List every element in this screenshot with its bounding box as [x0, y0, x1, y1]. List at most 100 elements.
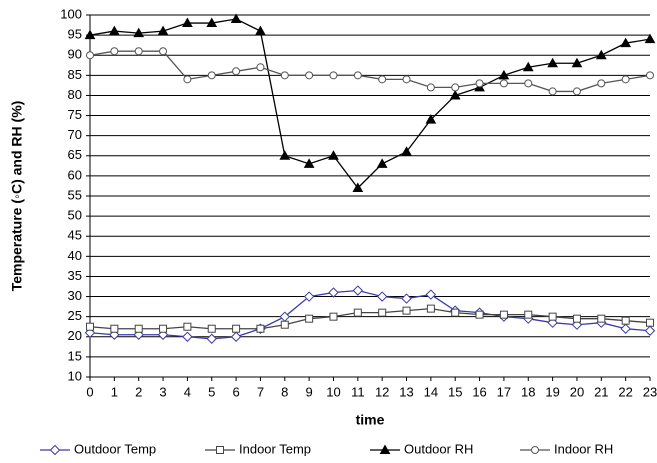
marker: [256, 63, 265, 72]
series-line: [89, 18, 651, 189]
y-tick-label: 45: [68, 228, 82, 243]
marker: [232, 324, 241, 333]
marker: [426, 304, 435, 313]
marker: [230, 331, 242, 342]
y-tick-label: 90: [68, 47, 82, 62]
marker: [621, 75, 630, 84]
marker: [86, 51, 94, 60]
x-tick-label: 16: [472, 384, 486, 399]
legend-label: Indoor RH: [554, 441, 613, 456]
marker: [183, 322, 192, 331]
marker: [216, 446, 224, 454]
x-axis-title: time: [356, 412, 385, 428]
x-tick-label: 20: [570, 384, 584, 399]
marker: [451, 83, 460, 92]
marker: [646, 71, 654, 80]
marker: [353, 71, 362, 80]
x-tick-label: 9: [306, 384, 313, 399]
marker: [620, 323, 631, 334]
x-tick-label: 18: [521, 384, 535, 399]
marker: [499, 310, 508, 319]
marker: [498, 69, 510, 80]
marker: [376, 291, 388, 302]
y-tick-label: 20: [68, 328, 82, 343]
marker: [548, 312, 557, 321]
marker: [280, 71, 289, 80]
series-line: [89, 50, 651, 93]
y-tick-label: 25: [68, 308, 82, 323]
marker: [329, 71, 338, 80]
x-tick-label: 5: [208, 384, 215, 399]
x-tick-label: 11: [351, 384, 365, 399]
marker: [157, 25, 169, 36]
x-tick-label: 7: [257, 384, 264, 399]
x-tick-label: 8: [281, 384, 288, 399]
marker: [646, 318, 654, 327]
marker: [597, 314, 606, 323]
marker: [133, 27, 145, 38]
marker: [328, 150, 339, 160]
marker: [572, 314, 581, 323]
series-line: [89, 307, 651, 330]
marker: [108, 25, 120, 36]
marker: [548, 87, 557, 96]
marker: [401, 146, 412, 156]
marker: [328, 287, 339, 298]
marker: [207, 324, 216, 333]
y-tick-label: 70: [68, 127, 82, 142]
marker: [303, 291, 315, 302]
marker: [232, 67, 241, 76]
x-tick-label: 4: [184, 384, 191, 399]
x-tick-label: 22: [618, 384, 632, 399]
marker: [572, 87, 581, 96]
marker: [329, 312, 338, 321]
y-tick-label: 50: [68, 208, 82, 223]
marker: [159, 47, 168, 56]
x-tick-label: 13: [399, 384, 413, 399]
x-tick-label: 3: [159, 384, 166, 399]
y-tick-label: 10: [68, 368, 82, 383]
y-tick-label: 35: [68, 268, 82, 283]
marker: [182, 331, 193, 342]
marker: [182, 17, 193, 28]
x-tick-label: 15: [448, 384, 462, 399]
marker: [376, 158, 388, 168]
marker: [159, 324, 168, 333]
x-tick-label: 12: [375, 384, 389, 399]
y-tick-label: 65: [68, 147, 82, 162]
y-tick-label: 100: [60, 6, 82, 21]
marker: [183, 75, 192, 84]
marker: [595, 49, 607, 60]
marker: [425, 114, 437, 124]
marker: [207, 71, 216, 80]
marker: [379, 444, 391, 454]
y-tick-label: 40: [68, 248, 82, 263]
x-tick-label: 21: [594, 384, 608, 399]
y-tick-label: 75: [68, 107, 82, 122]
marker: [134, 47, 143, 56]
x-tick-label: 6: [232, 384, 239, 399]
marker: [230, 13, 242, 24]
marker: [475, 310, 484, 319]
y-tick-label: 95: [68, 27, 82, 42]
marker: [524, 310, 533, 319]
x-tick-label: 2: [135, 384, 142, 399]
marker: [110, 47, 119, 56]
marker: [305, 71, 314, 80]
marker: [279, 150, 291, 160]
marker: [256, 324, 265, 333]
marker: [620, 37, 632, 48]
marker: [475, 79, 484, 88]
y-tick-label: 85: [68, 67, 82, 82]
marker: [426, 83, 435, 92]
y-axis-title: Temperature (◦C) and RH (%): [9, 101, 25, 292]
y-tick-label: 30: [68, 288, 82, 303]
marker: [305, 314, 314, 323]
marker: [378, 308, 387, 317]
series-line: [89, 289, 651, 340]
marker: [402, 306, 411, 315]
marker: [449, 89, 461, 100]
x-tick-label: 0: [86, 384, 93, 399]
